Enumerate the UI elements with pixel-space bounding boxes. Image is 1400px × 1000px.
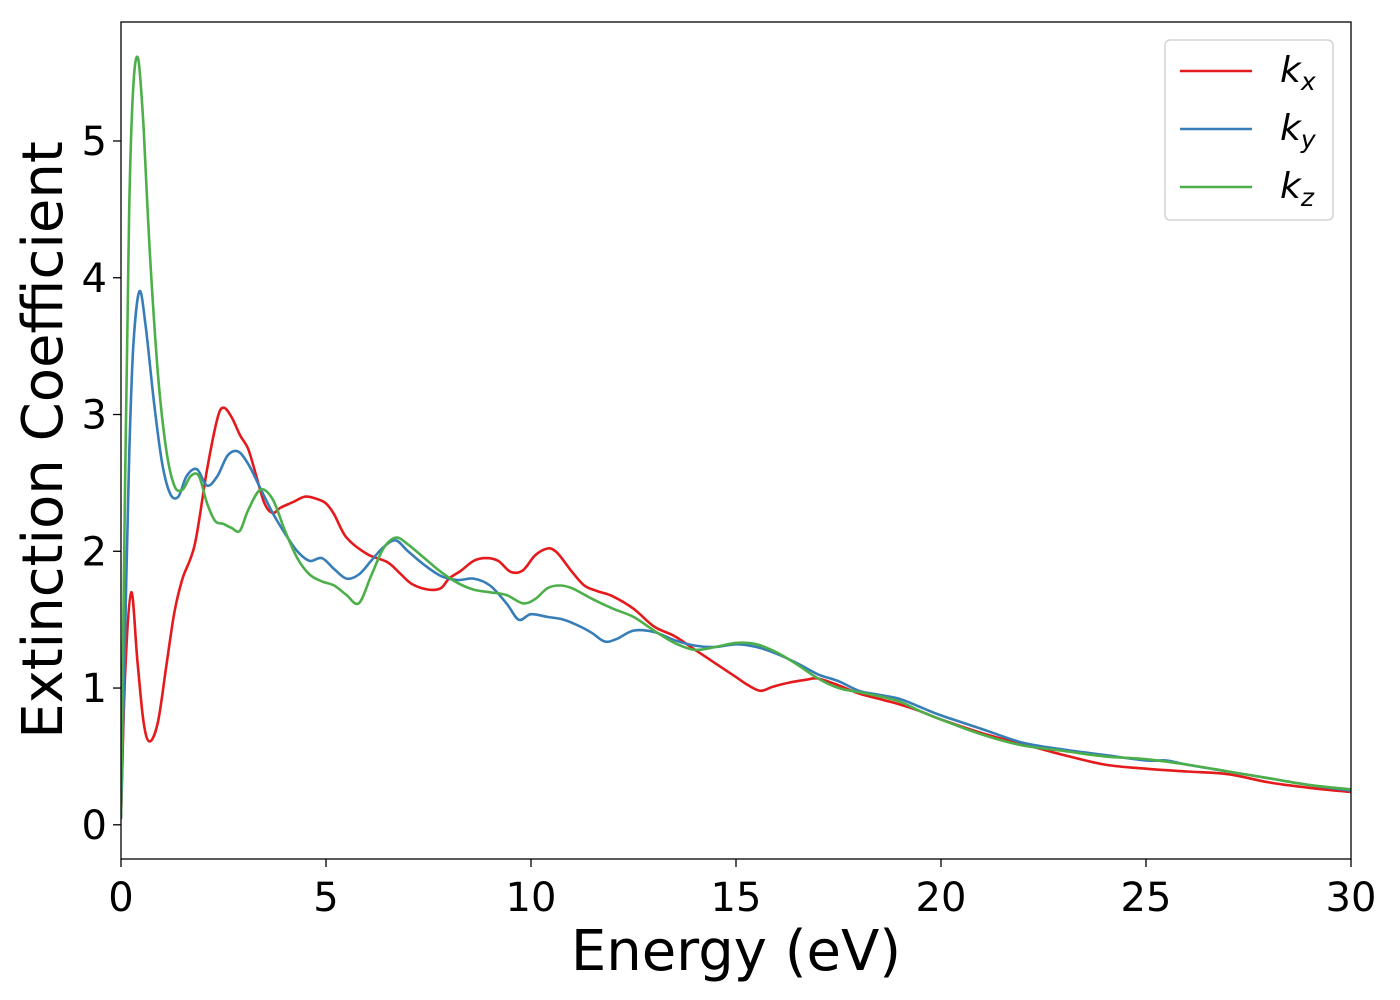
- series-line-kz: [121, 55, 1351, 820]
- y-tick-label: 1: [82, 666, 107, 712]
- x-axis-title: Energy (eV): [571, 919, 901, 984]
- x-tick-label: 20: [916, 875, 967, 921]
- series-line-ky: [121, 289, 1351, 820]
- x-tick-label: 15: [711, 875, 762, 921]
- y-tick-label: 3: [82, 393, 107, 439]
- x-tick-label: 25: [1121, 875, 1172, 921]
- legend: kx ky kz: [1164, 39, 1334, 221]
- y-tick-label: 5: [82, 119, 107, 165]
- x-tick-label: 10: [506, 875, 557, 921]
- x-tick-label: 5: [313, 875, 338, 921]
- series-layer: [121, 55, 1351, 820]
- y-tick-label: 2: [82, 529, 107, 575]
- legend-label-kz: kz: [1280, 166, 1315, 212]
- series-line-kx: [121, 406, 1351, 820]
- x-tick-label: 0: [108, 875, 133, 921]
- plot-area: [121, 22, 1351, 859]
- x-tick-label: 30: [1326, 875, 1377, 921]
- y-axis-title: Extinction Coefficient: [11, 141, 76, 739]
- y-axis: 0 1 2 3 4 5: [82, 119, 121, 849]
- y-tick-label: 0: [82, 803, 107, 849]
- legend-label-ky: ky: [1280, 108, 1317, 154]
- y-tick-label: 4: [82, 256, 107, 302]
- x-axis: 0 5 10 15 20 25 30: [108, 859, 1376, 921]
- legend-label-kx: kx: [1280, 50, 1316, 96]
